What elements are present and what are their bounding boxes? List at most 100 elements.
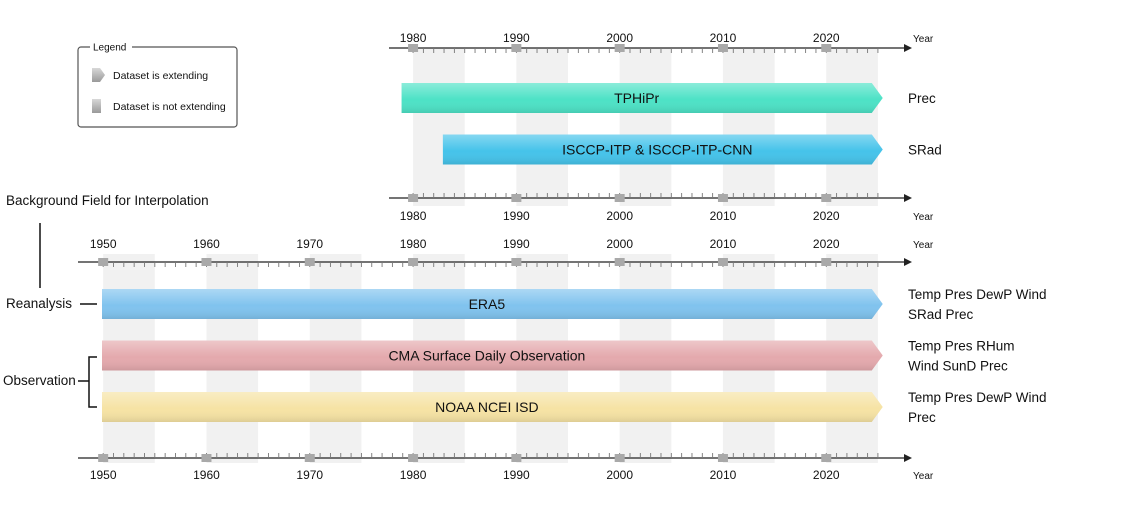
tick-label: 1990: [503, 237, 530, 251]
tick-label: 2010: [710, 468, 737, 482]
dataset-variables: Temp Pres DewP Wind: [908, 390, 1047, 405]
major-tick-marker: [201, 258, 212, 266]
axis-arrow-icon: [904, 194, 912, 202]
dataset-bar: CMA Surface Daily Observation Temp Pres R…: [102, 339, 1015, 374]
dataset-bar-shading: [102, 340, 883, 371]
dataset-bar: ERA5 Temp Pres DewP Wind SRad Prec: [102, 287, 1047, 322]
major-tick-marker: [98, 454, 109, 462]
observation-label: Observation: [3, 373, 76, 388]
tick-label: 1950: [90, 237, 117, 251]
major-tick-marker: [511, 44, 522, 52]
dataset-bar: ISCCP-ITP & ISCCP-ITP-CNN SRad: [442, 134, 942, 165]
dataset-variables: Temp Pres DewP Wind: [908, 287, 1047, 302]
major-tick-marker: [304, 454, 315, 462]
major-tick-marker: [614, 258, 625, 266]
tick-label: 1950: [90, 468, 117, 482]
major-tick-marker: [821, 194, 832, 202]
dataset-name: NOAA NCEI ISD: [435, 399, 538, 415]
legend: Legend Dataset is extending Dataset is n…: [77, 41, 238, 128]
reanalysis-label: Reanalysis: [6, 296, 72, 311]
bottom-lower-axis: 1950 1960 1970 1980 1990 2000 2010 2020 Year: [78, 453, 934, 482]
dataset-variables: Temp Pres RHum: [908, 339, 1015, 354]
dataset-bar-shading: [102, 289, 883, 319]
background-field-label: Background Field for Interpolation: [6, 193, 209, 208]
axis-unit-label: Year: [913, 240, 934, 251]
axis-unit-label: Year: [913, 471, 934, 482]
tick-label: 2010: [710, 237, 737, 251]
tick-label: 1980: [400, 468, 427, 482]
legend-title: Legend: [93, 43, 126, 54]
axis-unit-label: Year: [913, 212, 934, 223]
dataset-name: ISCCP-ITP & ISCCP-ITP-CNN: [562, 142, 752, 158]
major-tick-marker: [408, 454, 419, 462]
major-tick-marker: [408, 194, 419, 202]
major-tick-marker: [614, 454, 625, 462]
top-dataset-bars: TPHiPr Prec ISCCP-ITP & ISCCP-ITP-CNN SRad: [401, 83, 942, 165]
top-background-stripes: [413, 48, 878, 206]
dataset-variables: Prec: [908, 91, 936, 106]
tick-label: 2010: [710, 31, 737, 45]
major-tick-marker: [511, 194, 522, 202]
tick-label: 1990: [503, 468, 530, 482]
tick-label: 2020: [813, 468, 840, 482]
major-tick-marker: [717, 258, 728, 266]
major-tick-marker: [717, 454, 728, 462]
tick-label: 1970: [296, 237, 323, 251]
tick-label: 2020: [813, 209, 840, 223]
dataset-bar-shading: [442, 134, 883, 165]
observation-bracket: [88, 356, 97, 408]
legend-not-extending-icon: [92, 99, 101, 113]
axis-arrow-icon: [904, 454, 912, 462]
top-upper-axis: 1980 1990 2000 2010 2020 Year: [389, 31, 934, 53]
dataset-name: TPHiPr: [614, 90, 659, 106]
tick-label: 1980: [400, 237, 427, 251]
major-tick-marker: [821, 44, 832, 52]
background-stripe: [413, 48, 465, 206]
legend-extending-icon: [92, 68, 105, 82]
background-stripe: [826, 48, 878, 206]
tick-label: 2000: [606, 209, 633, 223]
axis-arrow-icon: [904, 44, 912, 52]
axis-unit-label: Year: [913, 34, 934, 45]
tick-label: 1990: [503, 209, 530, 223]
tick-label: 1960: [193, 468, 220, 482]
background-stripe: [619, 48, 672, 206]
major-tick-marker: [821, 454, 832, 462]
dataset-variables: Wind SunD Prec: [908, 359, 1008, 374]
legend-extending-label: Dataset is extending: [113, 70, 208, 82]
tick-label: 2000: [606, 468, 633, 482]
tick-label: 1960: [193, 237, 220, 251]
top-lower-axis: 1980 1990 2000 2010 2020 Year: [389, 193, 934, 223]
major-tick-marker: [304, 258, 315, 266]
dataset-variables: SRad: [908, 143, 942, 158]
major-tick-marker: [717, 194, 728, 202]
tick-label: 1990: [503, 31, 530, 45]
major-tick-marker: [98, 258, 109, 266]
major-tick-marker: [408, 258, 419, 266]
dataset-bar: NOAA NCEI ISD Temp Pres DewP Wind Prec: [102, 390, 1047, 425]
major-tick-marker: [821, 258, 832, 266]
tick-label: 1980: [400, 31, 427, 45]
major-tick-marker: [614, 194, 625, 202]
dataset-bar-shading: [102, 392, 883, 422]
dataset-bar-shading: [401, 83, 883, 113]
background-stripe: [722, 48, 775, 206]
major-tick-marker: [614, 44, 625, 52]
bottom-upper-axis: 1950 1960 1970 1980 1990 2000 2010 2020 Year: [78, 237, 934, 267]
axis-arrow-icon: [904, 258, 912, 266]
tick-label: 1970: [296, 468, 323, 482]
legend-not-extending-label: Dataset is not extending: [113, 101, 226, 113]
dataset-bar: TPHiPr Prec: [401, 83, 936, 113]
major-tick-marker: [511, 258, 522, 266]
major-tick-marker: [408, 44, 419, 52]
dataset-name: ERA5: [469, 296, 506, 312]
bottom-dataset-bars: ERA5 Temp Pres DewP Wind SRad Prec CMA Surf…: [102, 287, 1047, 425]
major-tick-marker: [717, 44, 728, 52]
tick-label: 2000: [606, 31, 633, 45]
dataset-variables: SRad Prec: [908, 307, 974, 322]
background-stripe: [516, 48, 569, 206]
tick-label: 2000: [606, 237, 633, 251]
legend-title-bg: [90, 41, 132, 53]
dataset-name: CMA Surface Daily Observation: [388, 348, 585, 364]
